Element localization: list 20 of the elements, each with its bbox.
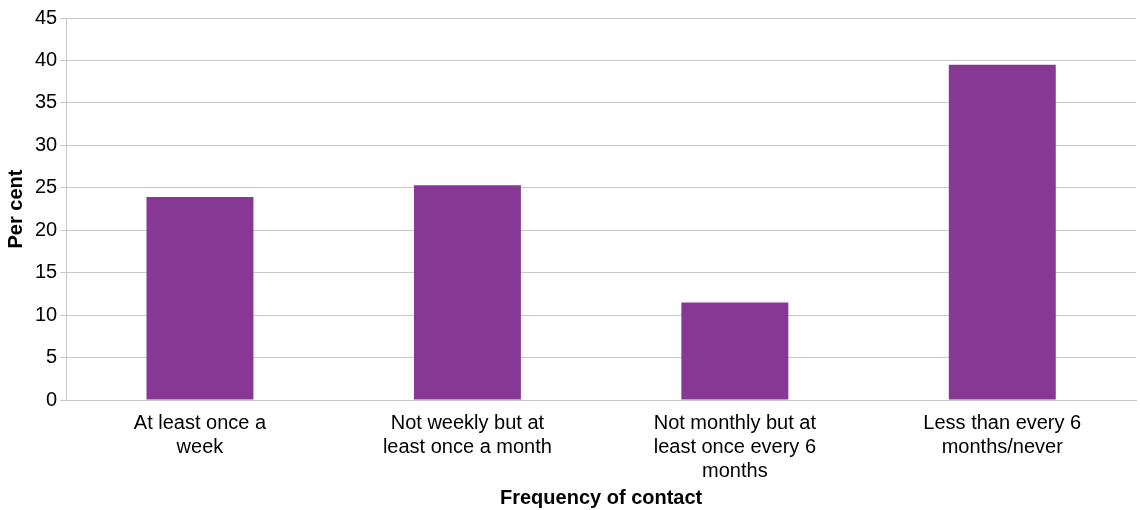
y-tick-label: 35 [35,90,58,113]
bar [413,185,521,400]
x-tick-label: Less than every 6 months/never [923,410,1082,457]
y-tick-label: 40 [35,47,58,70]
y-tick-label: 25 [35,175,58,198]
y-tick-label: 15 [35,260,58,283]
y-axis-title: Per cent [3,169,26,249]
x-tick-label: At least once a week [133,410,267,457]
x-axis-title: Frequency of contact [499,485,703,508]
y-tick-label: 30 [35,132,58,155]
y-tick-label: 10 [35,302,58,325]
x-tick-label: Not weekly but at least once a month [382,410,552,457]
bar [948,64,1056,400]
y-tick-label: 20 [35,217,58,240]
y-tick-label: 45 [35,5,58,28]
y-tick-label: 5 [46,345,58,368]
x-tick-label: Not monthly but at least once every 6 months [653,410,817,481]
bar [146,197,254,400]
bar [681,302,789,400]
y-tick-label: 0 [46,387,58,410]
